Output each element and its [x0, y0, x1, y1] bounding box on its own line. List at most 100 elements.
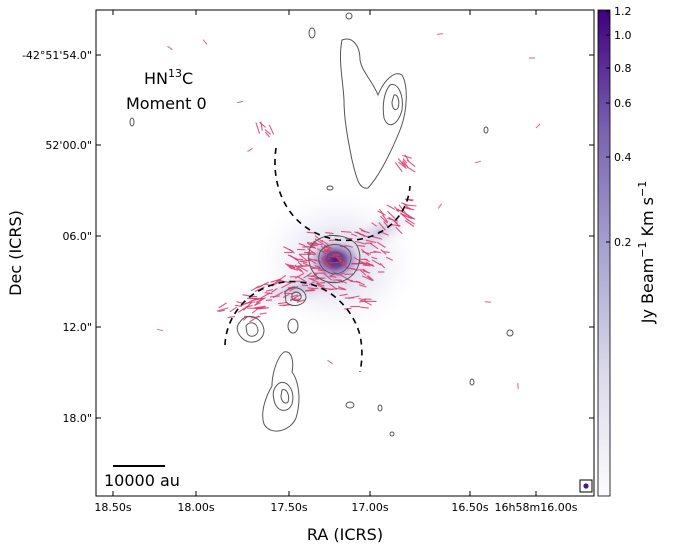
polarization-vector — [329, 272, 337, 278]
polarization-vector — [336, 257, 347, 265]
polarization-vector — [321, 257, 331, 260]
contour-south-jet-inner — [272, 382, 294, 411]
polarization-vector — [259, 121, 266, 128]
polarization-vector — [321, 239, 329, 246]
contour-core-outer — [308, 235, 361, 284]
contour-northern-jet-core — [391, 94, 400, 111]
polarization-vector — [323, 273, 332, 281]
polarization-vector — [264, 131, 271, 138]
y-tick-label: -42°51'54.0" — [22, 49, 92, 62]
plot-area: HN13C Moment 0 10000 au — [96, 10, 594, 496]
polarization-vector — [259, 312, 267, 315]
polarization-vector — [218, 302, 227, 309]
polarization-vector — [360, 229, 370, 234]
polarization-vector — [254, 286, 265, 292]
polarization-vector — [312, 266, 324, 270]
contour-blob-9 — [483, 126, 489, 134]
polarization-vector — [379, 262, 386, 269]
polarization-vector — [287, 254, 298, 260]
polarization-vector — [371, 222, 378, 227]
polarization-vector — [406, 166, 416, 173]
polarization-vector — [244, 301, 252, 305]
polarization-vector — [402, 154, 412, 159]
polarization-vector — [359, 284, 367, 288]
cbar-label-main: Jy Beam — [638, 258, 657, 324]
polarization-vector — [323, 244, 333, 250]
colorbar-gradient — [597, 9, 611, 497]
polarization-vector — [282, 293, 290, 299]
plot-frame — [95, 9, 595, 497]
contour-sw-knot — [236, 315, 265, 343]
polarization-vector — [296, 299, 305, 303]
polarization-vector — [314, 238, 325, 245]
contour-blob-10 — [326, 185, 334, 191]
polarization-vector — [357, 244, 366, 247]
x-tick-label: 16h58m16.00s — [495, 501, 578, 514]
polarization-vector — [369, 242, 379, 250]
polarization-vector — [302, 262, 314, 268]
polarization-vector — [350, 233, 358, 237]
polarization-vector — [250, 285, 260, 292]
polarization-vector — [308, 277, 319, 283]
contour-core-peak — [326, 251, 344, 267]
x-tick-label: 16.50s — [451, 501, 488, 514]
polarization-vector — [339, 293, 348, 297]
beam-ellipse — [583, 483, 589, 489]
polarization-vector — [535, 123, 541, 129]
polarization-vector — [363, 300, 372, 306]
polarization-vector — [259, 292, 271, 300]
polarization-vector — [307, 287, 315, 290]
polarization-vector — [300, 260, 308, 264]
polarization-vector — [288, 265, 296, 269]
cavity-arc-north — [274, 147, 411, 242]
contour-blob-7 — [506, 329, 514, 337]
polarization-vector — [340, 230, 352, 233]
polarization-vector — [397, 158, 407, 168]
y-axis-label: Dec (ICRS) — [6, 210, 25, 296]
contour-west-knot-inner — [291, 291, 302, 302]
polarization-vector — [377, 210, 386, 216]
contour-blob-11 — [389, 431, 395, 437]
polarization-vector — [366, 275, 372, 280]
contour-core-inner — [318, 244, 352, 275]
polarization-vector — [317, 269, 325, 272]
polarization-vector — [284, 262, 293, 270]
polarization-vector — [386, 204, 395, 210]
dashed-arcs — [224, 147, 411, 373]
polarization-vector — [254, 297, 264, 306]
polarization-vector — [314, 259, 322, 263]
polarization-vector — [317, 248, 327, 255]
contour-south-jet-core — [280, 389, 290, 404]
polarization-vector — [337, 286, 346, 290]
x-axis: 18.50s 18.00s 17.50s 17.00s 16.50s 16h58m16.0… — [94, 10, 578, 514]
contour-south-jet — [262, 351, 300, 432]
polarization-vector — [298, 242, 306, 247]
contour-blob-8 — [469, 378, 475, 386]
x-tick-label: 17.00s — [351, 501, 388, 514]
polarization-vector — [281, 282, 292, 289]
polarization-vector — [395, 209, 404, 212]
polarization-vector — [314, 265, 321, 268]
polarization-vector — [320, 257, 329, 265]
polarization-vector — [287, 286, 296, 289]
y-tick-label: 12.0" — [62, 321, 92, 334]
polarization-vector — [404, 154, 410, 162]
polarization-vector — [402, 158, 408, 164]
contour-blob-4 — [129, 117, 135, 127]
polarization-vector — [325, 264, 333, 269]
polarization-vector — [293, 294, 302, 299]
polarization-vector — [307, 247, 317, 255]
contour-blob-3 — [345, 12, 353, 20]
annot-isotope: 13 — [168, 67, 182, 80]
polarization-vectors — [156, 33, 541, 390]
polarization-vector — [362, 268, 369, 274]
polarization-vector — [325, 231, 334, 235]
polarization-vector — [289, 285, 299, 292]
polarization-vector — [229, 306, 238, 313]
polarization-vector — [402, 160, 409, 168]
polarization-vector — [338, 260, 348, 269]
polarization-vector — [298, 253, 308, 262]
y-tick-label: 06.0" — [62, 230, 92, 243]
polarization-vector — [371, 256, 378, 260]
polarization-vector — [394, 206, 400, 213]
